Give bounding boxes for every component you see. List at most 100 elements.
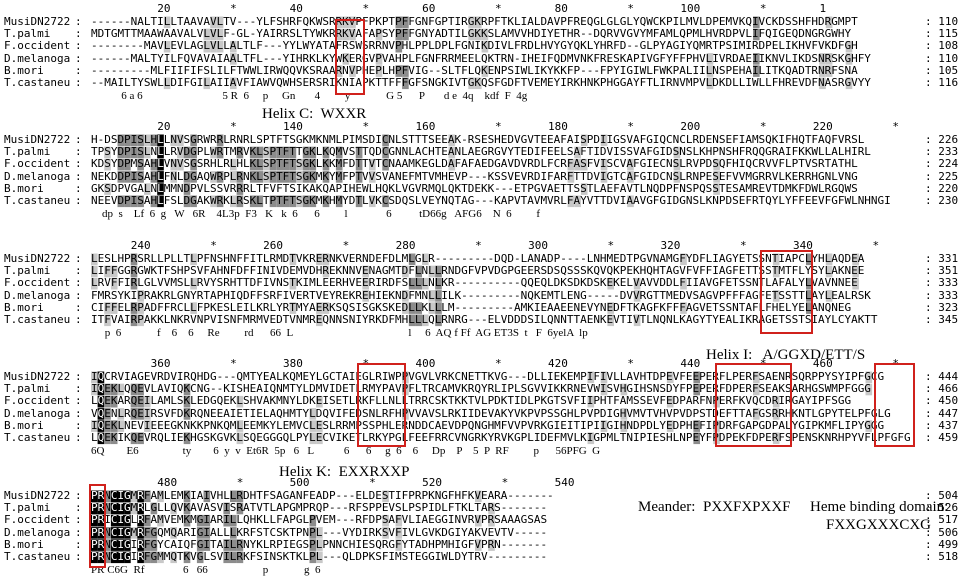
residue: D [309, 264, 316, 278]
row-end-position: : 504 [925, 489, 959, 502]
residue: S [672, 145, 680, 159]
residue: E [361, 288, 369, 302]
residue: K [771, 133, 779, 146]
residue: D [672, 394, 680, 408]
residue: K [580, 276, 587, 290]
residue: - [461, 288, 468, 302]
residue: - [540, 550, 548, 563]
residue: G [302, 169, 310, 183]
shade-cell [216, 16, 224, 29]
residue: V [176, 27, 184, 41]
shade-cell [448, 158, 456, 171]
residue: G [765, 313, 772, 326]
residue: F [183, 63, 191, 77]
residue: Q [659, 133, 667, 146]
shade-cell [216, 195, 224, 208]
shade-cell [117, 490, 125, 503]
residue: M [243, 370, 250, 383]
residue: Y [302, 431, 310, 444]
residue: - [348, 513, 356, 527]
residue: R [421, 181, 429, 195]
residue: I [117, 537, 125, 551]
shade-cell [600, 171, 608, 183]
residue: H [851, 39, 858, 53]
residue: C [110, 537, 118, 551]
residue: R [143, 252, 151, 265]
residue: A [824, 76, 832, 89]
residue: G [527, 382, 534, 396]
shade-cell [753, 28, 760, 41]
residue: S [335, 300, 343, 314]
residue: T [500, 15, 508, 28]
residue: P [751, 418, 759, 432]
residue: T [560, 27, 567, 41]
residue: E [738, 194, 746, 207]
residue: Y [289, 39, 296, 53]
residue: N [831, 300, 838, 314]
residue: E [295, 288, 303, 302]
shade-cell [137, 302, 144, 314]
residue: H [804, 382, 812, 396]
residue: D [276, 313, 283, 326]
residue: A [699, 288, 706, 302]
residue: T [593, 194, 600, 207]
residue: M [447, 300, 455, 314]
residue: H [223, 252, 230, 265]
residue: E [104, 431, 111, 444]
residue: A [209, 525, 217, 539]
shade-cell [236, 195, 244, 208]
shade-cell [230, 539, 237, 551]
residue: V [527, 76, 534, 89]
species-label: T.castaneu [4, 76, 71, 89]
residue: R [428, 252, 435, 265]
residue: H [639, 370, 647, 383]
residue: R [355, 51, 362, 65]
residue: Y [401, 537, 409, 551]
residue: Y [593, 39, 600, 53]
residue: - [110, 51, 118, 65]
residue: L [646, 39, 653, 53]
residue: Q [798, 133, 805, 146]
residue: V [593, 157, 600, 171]
residue: R [269, 288, 277, 302]
residue: E [302, 76, 310, 89]
residue: R [150, 406, 158, 420]
residue: K [500, 406, 508, 420]
residue: S [395, 501, 402, 515]
residue: N [837, 276, 845, 290]
residue: Q [328, 145, 336, 159]
row-end-position: : 110 [925, 15, 959, 28]
residue: D [705, 15, 713, 28]
residue: L [157, 181, 164, 195]
shade-cell [335, 28, 343, 41]
residue: E [104, 394, 111, 408]
residue: I [586, 431, 594, 444]
residue: H [566, 406, 574, 420]
residue: I [599, 133, 607, 146]
residue: R [216, 194, 224, 207]
residue: P [408, 501, 415, 515]
residue: H [837, 27, 845, 41]
residue: L [877, 406, 885, 420]
shade-cell [448, 146, 456, 159]
residue: P [269, 145, 277, 159]
shade-cell [216, 146, 224, 159]
shade-cell [845, 53, 853, 65]
residue: - [494, 288, 501, 302]
residue: - [229, 27, 237, 41]
residue: L [190, 276, 197, 290]
shade-cell [157, 134, 164, 147]
residue: V [421, 370, 429, 383]
residue: V [527, 418, 534, 432]
residue: A [685, 394, 693, 408]
shade-cell [276, 158, 284, 171]
residue: F [745, 194, 752, 207]
species-label: T.palmi [4, 145, 51, 159]
residue: V [811, 276, 819, 290]
residue: F [798, 194, 805, 207]
residue: R [705, 39, 713, 53]
residue: Y [666, 51, 673, 65]
residue: F [395, 525, 402, 539]
residue: S [487, 76, 495, 89]
